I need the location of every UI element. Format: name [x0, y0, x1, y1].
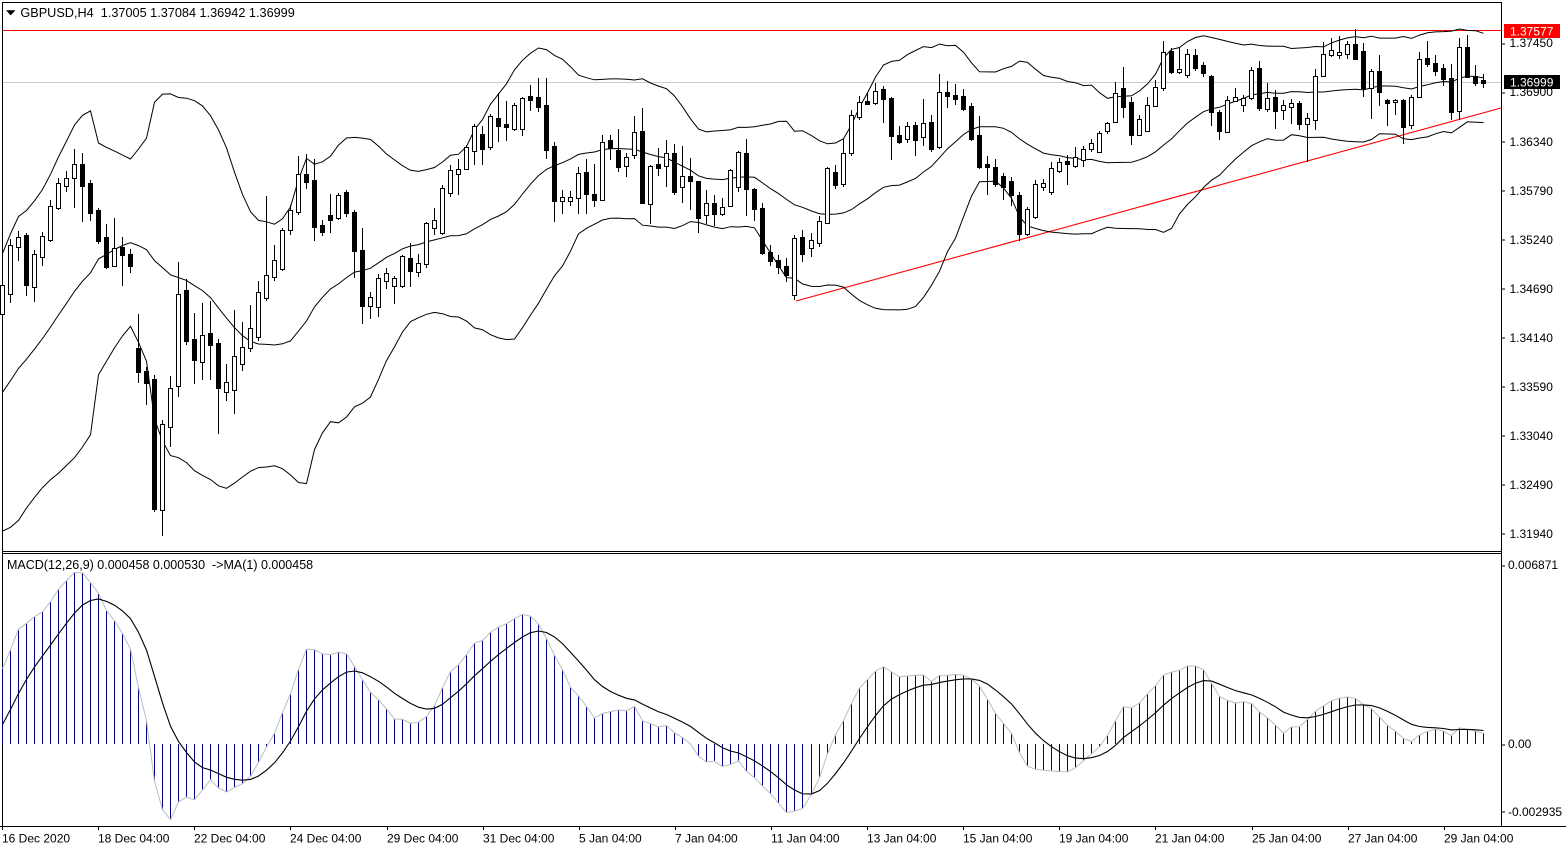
- svg-text:0.00: 0.00: [1508, 737, 1532, 751]
- svg-text:25 Jan 04:00: 25 Jan 04:00: [1252, 832, 1322, 846]
- svg-text:1.36999: 1.36999: [1510, 75, 1554, 89]
- svg-text:0.006871: 0.006871: [1508, 558, 1558, 572]
- svg-text:18 Dec 04:00: 18 Dec 04:00: [98, 832, 170, 846]
- svg-text:1.33040: 1.33040: [1510, 429, 1554, 443]
- svg-text:21 Jan 04:00: 21 Jan 04:00: [1155, 832, 1225, 846]
- svg-text:24 Dec 04:00: 24 Dec 04:00: [290, 832, 362, 846]
- svg-text:27 Jan 04:00: 27 Jan 04:00: [1348, 832, 1418, 846]
- svg-text:1.34140: 1.34140: [1510, 331, 1554, 345]
- svg-text:16 Dec 2020: 16 Dec 2020: [2, 832, 70, 846]
- svg-text:GBPUSD,H4 1.37005 1.37084 1.3: GBPUSD,H4 1.37005 1.37084 1.36942 1.3699…: [20, 6, 294, 20]
- svg-text:22 Dec 04:00: 22 Dec 04:00: [194, 832, 266, 846]
- svg-text:5 Jan 04:00: 5 Jan 04:00: [579, 832, 642, 846]
- svg-text:MACD(12,26,9) 0.000458 0.00053: MACD(12,26,9) 0.000458 0.000530 ->MA(1) …: [7, 558, 313, 572]
- svg-text:7 Jan 04:00: 7 Jan 04:00: [675, 832, 738, 846]
- svg-text:13 Jan 04:00: 13 Jan 04:00: [867, 832, 937, 846]
- svg-text:1.37577: 1.37577: [1510, 24, 1554, 38]
- svg-text:1.37450: 1.37450: [1510, 36, 1554, 50]
- svg-text:1.32490: 1.32490: [1510, 478, 1554, 492]
- svg-text:1.36340: 1.36340: [1510, 135, 1554, 149]
- svg-text:1.33590: 1.33590: [1510, 380, 1554, 394]
- svg-text:1.35790: 1.35790: [1510, 184, 1554, 198]
- svg-text:-0.002935: -0.002935: [1508, 805, 1562, 819]
- svg-text:11 Jan 04:00: 11 Jan 04:00: [771, 832, 840, 846]
- svg-text:19 Jan 04:00: 19 Jan 04:00: [1059, 832, 1129, 846]
- svg-text:29 Jan 04:00: 29 Jan 04:00: [1444, 832, 1514, 846]
- svg-text:1.31940: 1.31940: [1510, 527, 1554, 541]
- svg-text:1.34690: 1.34690: [1510, 282, 1554, 296]
- svg-text:1.35240: 1.35240: [1510, 233, 1554, 247]
- svg-text:31 Dec 04:00: 31 Dec 04:00: [483, 832, 555, 846]
- svg-text:15 Jan 04:00: 15 Jan 04:00: [963, 832, 1033, 846]
- svg-text:29 Dec 04:00: 29 Dec 04:00: [387, 832, 459, 846]
